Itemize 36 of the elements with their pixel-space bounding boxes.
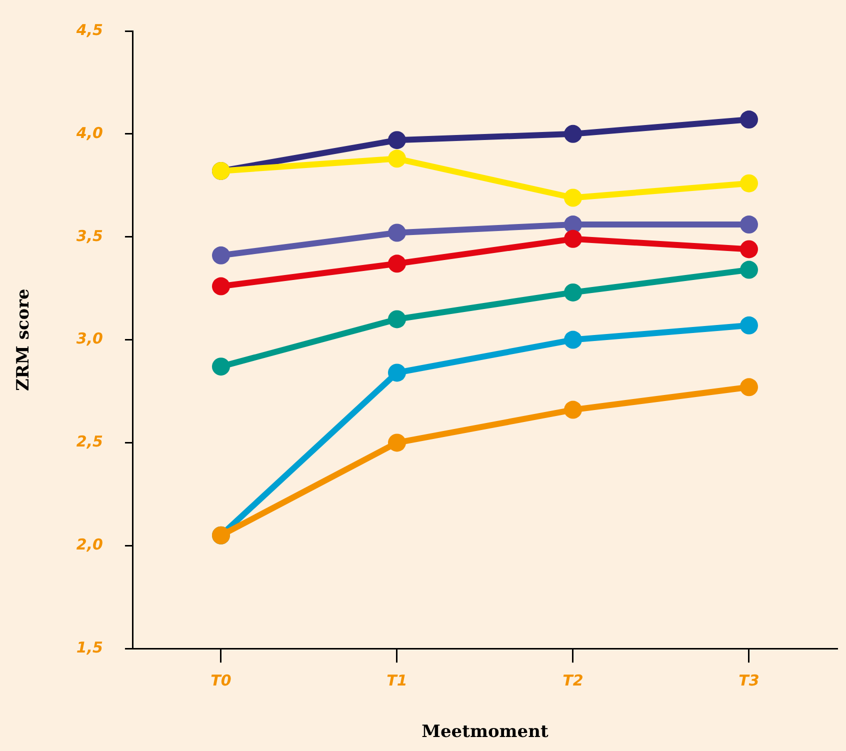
point bbox=[564, 124, 582, 143]
x-tick-label: T0 bbox=[210, 671, 232, 690]
y-tick-label: 3,5 bbox=[76, 226, 103, 245]
y-tick-label: 4,0 bbox=[75, 124, 103, 142]
point bbox=[740, 216, 758, 234]
point bbox=[564, 188, 582, 207]
point bbox=[212, 358, 230, 376]
y-tick-label: 2,5 bbox=[76, 432, 103, 451]
point bbox=[212, 246, 230, 264]
y-tick-label: 2,0 bbox=[76, 536, 103, 554]
point bbox=[388, 224, 406, 242]
point bbox=[564, 230, 582, 248]
point bbox=[388, 434, 406, 452]
point bbox=[388, 310, 406, 328]
y-tick-label: 1,5 bbox=[76, 638, 103, 656]
point bbox=[740, 378, 758, 396]
point bbox=[388, 364, 406, 382]
point bbox=[564, 330, 582, 349]
point bbox=[564, 400, 582, 419]
point bbox=[740, 240, 758, 258]
x-tick-label: T1 bbox=[386, 671, 408, 690]
point bbox=[740, 316, 758, 334]
point bbox=[388, 254, 406, 273]
x-tick-label: T2 bbox=[562, 671, 584, 690]
point bbox=[564, 283, 582, 302]
x-axis-title: Meetmoment bbox=[422, 722, 548, 742]
point bbox=[740, 260, 758, 279]
point bbox=[388, 150, 406, 168]
point bbox=[740, 110, 758, 129]
point bbox=[212, 277, 230, 296]
point bbox=[740, 174, 758, 192]
y-tick-label: 4,5 bbox=[75, 20, 103, 39]
x-tick-label: T3 bbox=[738, 671, 760, 690]
y-axis-title: ZRM score bbox=[14, 288, 34, 391]
y-tick-label: 3,0 bbox=[76, 330, 103, 348]
point bbox=[388, 131, 406, 150]
